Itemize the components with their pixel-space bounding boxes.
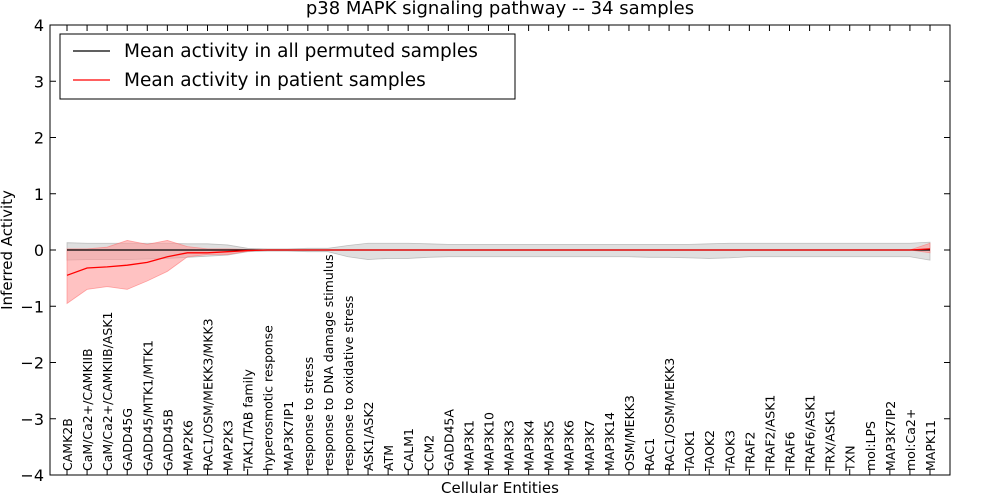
category-label: TAOK3 bbox=[722, 430, 737, 472]
category-labels: CAMK2B CaM/Ca2+/CAMKIIB CaM/Ca2+/CAMKIIB/A… bbox=[60, 254, 938, 472]
y-axis: −4 −3 −2 −1 0 1 2 3 4 bbox=[20, 16, 950, 485]
category-label: hyperosmotic response bbox=[261, 325, 276, 471]
category-label: MAP3K14 bbox=[602, 412, 617, 471]
category-label: MAP3K1 bbox=[461, 420, 476, 471]
lines-layer bbox=[66, 248, 931, 276]
category-label: OSM/MEKK3 bbox=[622, 395, 637, 471]
category-label: MAP3K7 bbox=[582, 420, 597, 471]
y-tick-label: −3 bbox=[20, 410, 44, 429]
permuted-band bbox=[66, 241, 931, 261]
category-label: RAC1 bbox=[642, 438, 657, 471]
category-label: TRAF2/ASK1 bbox=[762, 395, 777, 472]
category-label: RAC1/OSM/MEKK3/MKK3 bbox=[200, 318, 215, 471]
category-label: ATM bbox=[381, 445, 396, 471]
category-label: TXN bbox=[843, 445, 858, 472]
category-label: MAP3K7IP2 bbox=[883, 401, 898, 471]
category-label: TRAF6 bbox=[783, 431, 798, 472]
category-label: TRAF2 bbox=[742, 431, 757, 472]
category-label: MAP3K6 bbox=[562, 420, 577, 471]
category-label: GADD45/MTK1/MTK1 bbox=[140, 340, 155, 471]
category-label: MAP2K6 bbox=[180, 420, 195, 471]
category-label: MAP3K3 bbox=[502, 420, 517, 471]
category-label: TAK1/TAB family bbox=[241, 368, 256, 472]
category-label: GADD45A bbox=[441, 409, 456, 471]
category-label: MAP2K3 bbox=[221, 420, 236, 471]
y-tick-label: 0 bbox=[34, 241, 44, 260]
category-label: ASK1/ASK2 bbox=[361, 402, 376, 471]
category-label: response to stress bbox=[301, 357, 316, 471]
category-label: MAPK11 bbox=[923, 420, 938, 471]
category-label: CaM/Ca2+/CAMKIIB/ASK1 bbox=[100, 312, 115, 471]
legend: Mean activity in all permuted samples Me… bbox=[59, 33, 516, 100]
y-tick-label: 3 bbox=[34, 72, 44, 91]
category-label: CaM/Ca2+/CAMKIIB bbox=[80, 348, 95, 471]
category-label: TRX/ASK1 bbox=[823, 409, 838, 472]
category-label: CCM2 bbox=[421, 435, 436, 471]
category-label: response to oxidative stress bbox=[341, 296, 356, 471]
x-axis-title: Cellular Entities bbox=[441, 479, 559, 497]
category-label: TRAF6/ASK1 bbox=[803, 395, 818, 472]
category-label: response to DNA damage stimulus bbox=[321, 254, 336, 471]
legend-label-patient: Mean activity in patient samples bbox=[124, 70, 426, 91]
y-tick-label: −1 bbox=[20, 297, 44, 316]
category-label: CALM1 bbox=[401, 428, 416, 471]
y-axis-title: Inferred Activity bbox=[0, 190, 16, 310]
category-label: MAP3K10 bbox=[481, 412, 496, 471]
category-label: MAP3K4 bbox=[522, 420, 537, 471]
legend-label-permuted: Mean activity in all permuted samples bbox=[124, 41, 478, 62]
category-label: MAP3K5 bbox=[542, 420, 557, 471]
category-label: mol:LPS bbox=[863, 421, 878, 471]
y-tick-label: 1 bbox=[34, 185, 44, 204]
legend-box bbox=[59, 33, 516, 100]
category-label: mol:Ca2+ bbox=[903, 409, 918, 471]
category-label: MAP3K7IP1 bbox=[281, 401, 296, 471]
y-tick-label: −4 bbox=[20, 466, 44, 485]
y-tick-label: 2 bbox=[34, 129, 44, 148]
category-label: CAMK2B bbox=[60, 418, 75, 471]
x-axis bbox=[66, 25, 931, 475]
patient-mean-line bbox=[66, 248, 931, 276]
y-tick-label: −2 bbox=[20, 354, 44, 373]
category-label: TAOK1 bbox=[682, 430, 697, 472]
category-label: RAC1/OSM/MEKK3 bbox=[662, 358, 677, 471]
category-label: TAOK2 bbox=[702, 430, 717, 472]
chart-title: p38 MAPK signaling pathway -- 34 samples bbox=[306, 0, 694, 19]
category-label: GADD45G bbox=[120, 408, 135, 471]
category-label: GADD45B bbox=[160, 409, 175, 471]
y-tick-label: 4 bbox=[34, 16, 44, 35]
